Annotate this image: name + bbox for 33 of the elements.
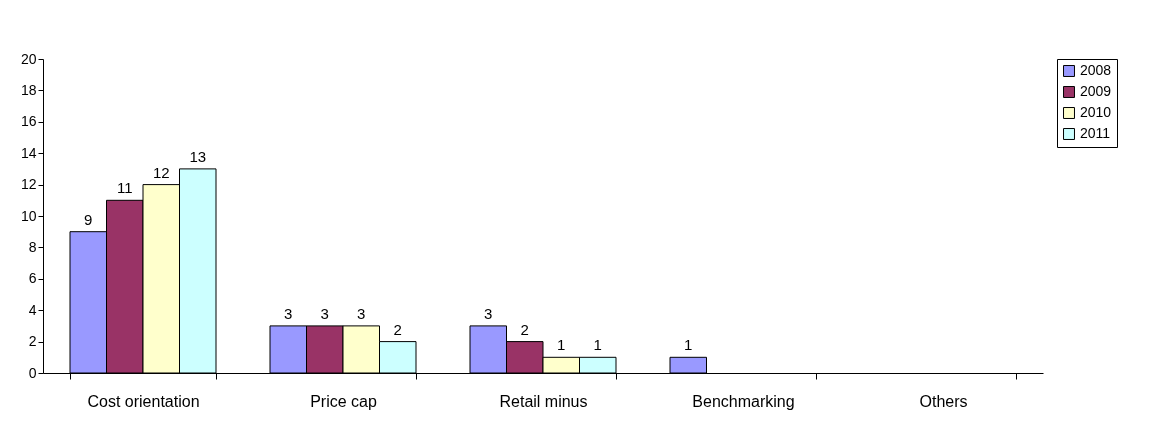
- x-tick-label: Cost orientation: [87, 392, 200, 410]
- data-label: 9: [84, 210, 93, 228]
- x-tick-label: Retail minus: [499, 392, 588, 410]
- data-label: 11: [116, 179, 133, 197]
- legend-label: 2008: [1080, 62, 1112, 78]
- y-tick-label: 12: [20, 176, 37, 193]
- data-label: 2: [520, 320, 529, 338]
- data-label: 3: [284, 304, 293, 322]
- y-tick-label: 10: [20, 207, 37, 224]
- y-tick-label: 14: [20, 144, 37, 161]
- data-label: 13: [189, 147, 207, 165]
- y-tick-label: 16: [20, 113, 37, 130]
- data-label: 3: [484, 304, 493, 322]
- y-tick-label: 18: [20, 81, 37, 98]
- legend-label: 2011: [1080, 125, 1111, 141]
- data-label: 3: [357, 304, 366, 322]
- data-label: 1: [593, 336, 602, 354]
- data-label: 1: [684, 336, 693, 354]
- data-label: 12: [152, 163, 170, 181]
- legend-label: 2009: [1080, 83, 1112, 99]
- y-tick-label: 20: [20, 50, 37, 67]
- x-tick-label: Others: [919, 392, 968, 410]
- y-tick-label: 8: [28, 238, 37, 255]
- y-tick-label: 6: [28, 270, 37, 287]
- legend-label: 2010: [1080, 104, 1112, 120]
- y-tick-label: 2: [28, 333, 37, 350]
- x-tick-label: Price cap: [310, 392, 377, 410]
- y-tick-label: 0: [28, 364, 37, 381]
- x-tick-label: Benchmarking: [692, 392, 795, 410]
- data-label: 1: [557, 336, 566, 354]
- data-label: 3: [320, 304, 329, 322]
- y-tick-label: 4: [28, 301, 37, 318]
- data-label: 2: [393, 320, 402, 338]
